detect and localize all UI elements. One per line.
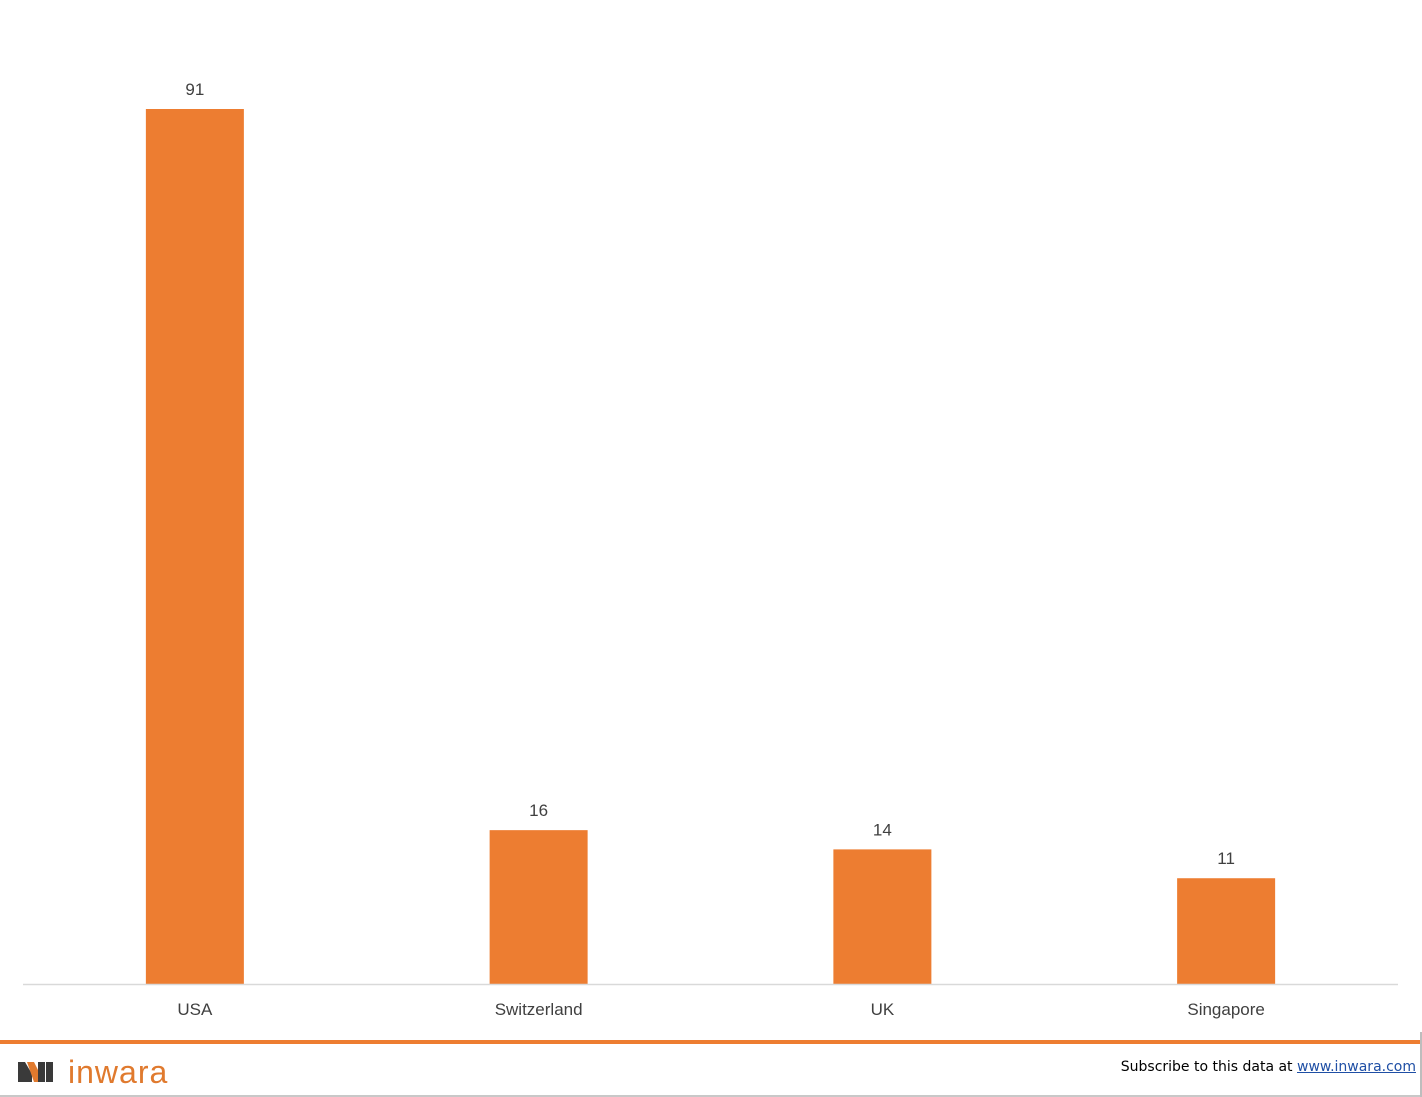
x-tick-labels-layer: USA Switzerland UK Singapore	[177, 1000, 1264, 1019]
bars-layer	[145, 109, 1276, 984]
bar-usa	[145, 109, 244, 984]
x-tick-label-switzerland: Switzerland	[495, 1000, 583, 1019]
data-label-singapore: 11	[1217, 849, 1235, 868]
data-label-usa: 91	[185, 80, 204, 99]
subscribe-note: Subscribe to this data at www.inwara.com	[1121, 1059, 1416, 1075]
inwara-logo: inwara	[18, 1054, 168, 1090]
footer-bar: inwara Subscribe to this data at www.inw…	[0, 1040, 1422, 1097]
footer-right-border	[1420, 1032, 1422, 1097]
data-label-uk: 14	[873, 820, 892, 839]
inwara-logo-icon	[18, 1062, 53, 1082]
x-tick-label-singapore: Singapore	[1187, 1000, 1265, 1019]
bar-chart: 91 16 14 11 USA Switzerland UK Singapore	[23, 80, 1398, 1019]
footer-bottom-border	[0, 1095, 1422, 1097]
data-labels-layer: 91 16 14 11	[185, 80, 1235, 868]
x-tick-label-usa: USA	[177, 1000, 213, 1019]
subscribe-text: Subscribe to this data at	[1120, 1059, 1293, 1075]
bar-switzerland	[489, 830, 588, 984]
bar-singapore	[1177, 878, 1276, 984]
subscribe-link[interactable]: www.inwara.com	[1297, 1059, 1416, 1075]
data-label-switzerland: 16	[529, 801, 548, 820]
brand-wordmark: inwara	[68, 1054, 169, 1090]
x-tick-label-uk: UK	[871, 1000, 895, 1019]
bar-uk	[833, 849, 932, 984]
chart-canvas: 91 16 14 11 USA Switzerland UK Singapore	[23, 80, 1398, 1019]
